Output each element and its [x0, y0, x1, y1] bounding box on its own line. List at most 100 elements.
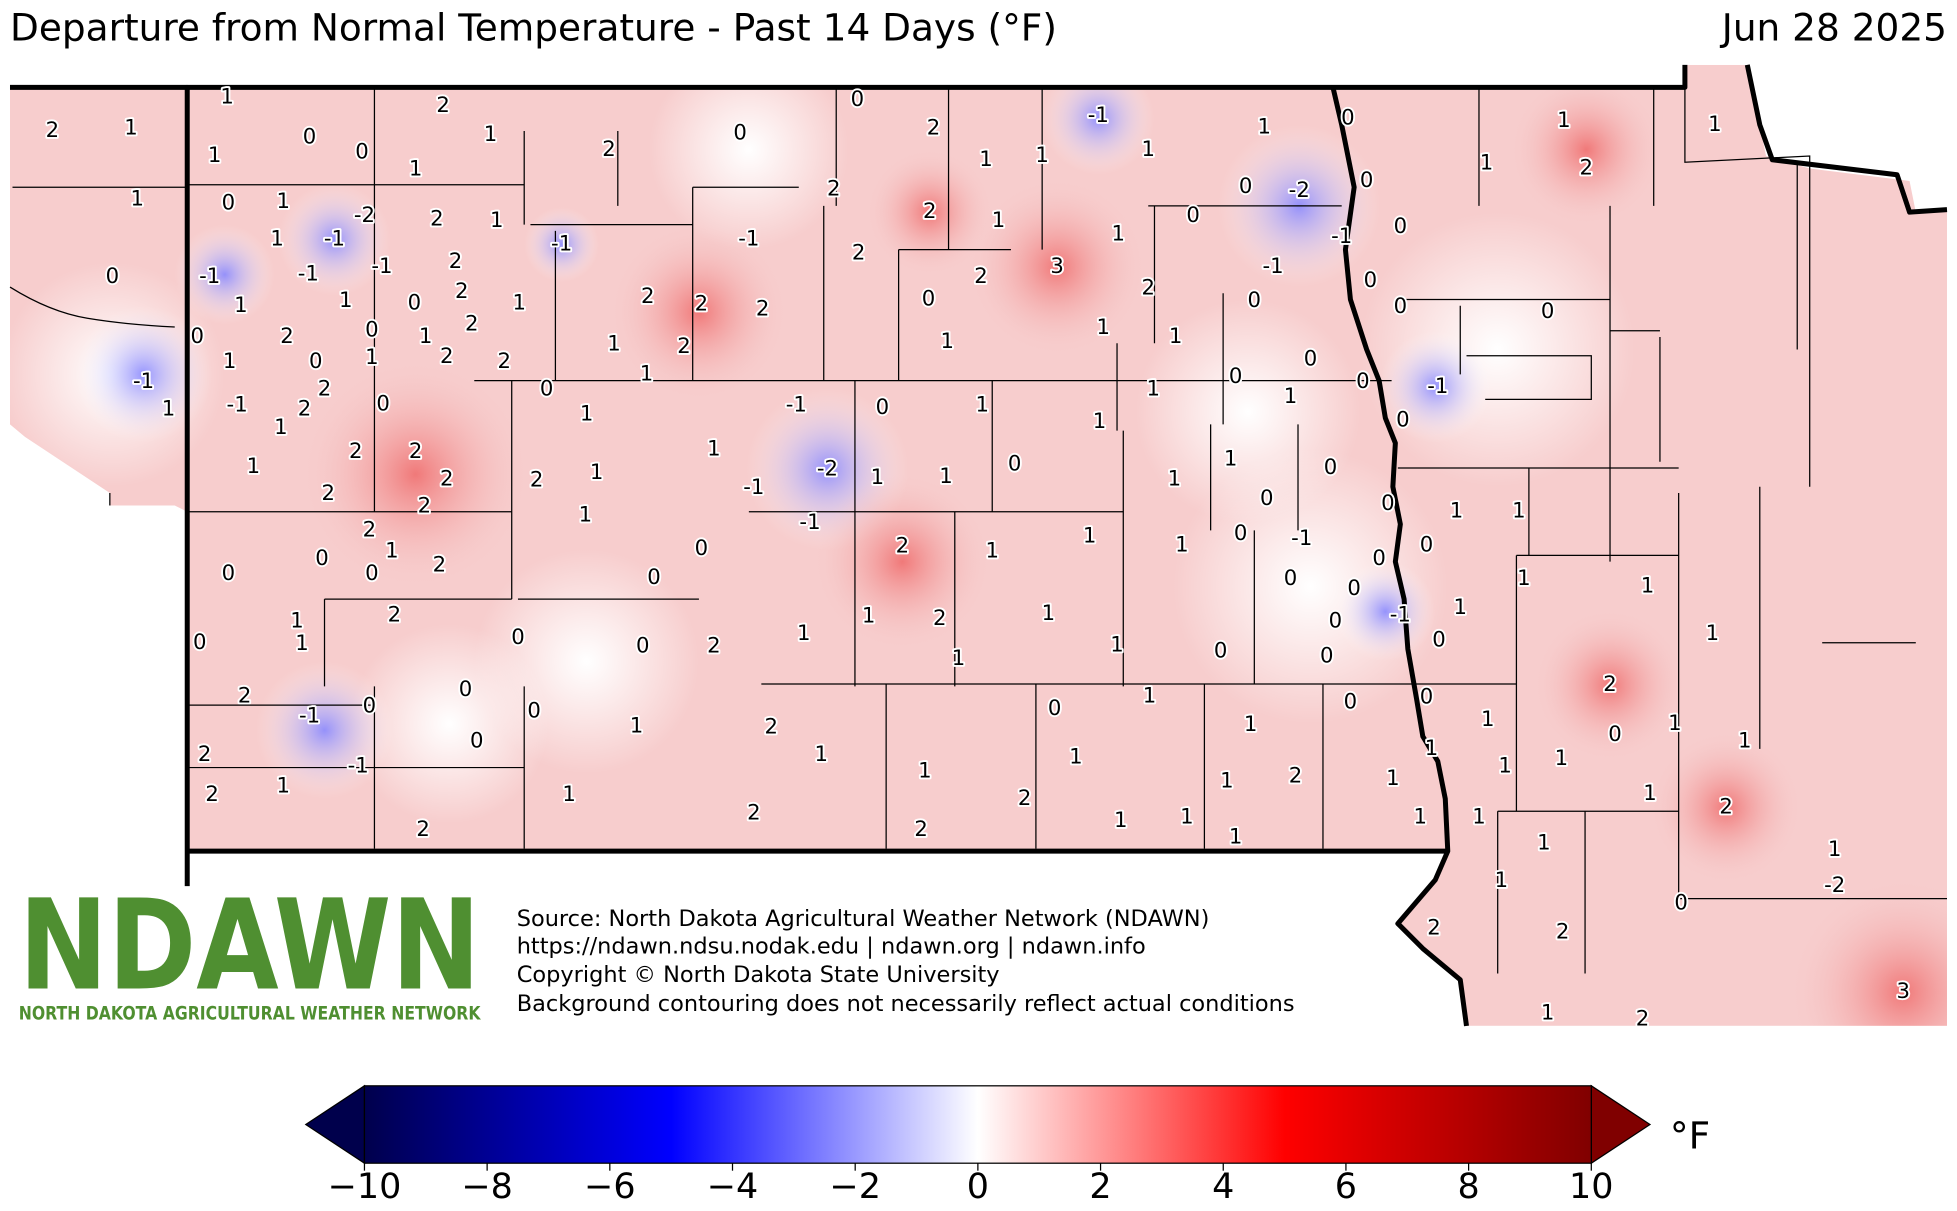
station-value: 0 — [540, 376, 554, 401]
station-value: 0 — [1260, 486, 1274, 511]
station-value: 1 — [1097, 315, 1111, 340]
station-value: 0 — [365, 561, 378, 586]
station-value: 2 — [1289, 763, 1303, 788]
station-value: 0 — [695, 536, 709, 561]
background-contour — [9, 64, 1948, 1026]
station-value: 2 — [388, 602, 402, 627]
station-value: -1 — [199, 264, 220, 289]
station-value: 0 — [1356, 369, 1370, 394]
station-value: 0 — [1344, 690, 1358, 715]
colorbar-tick-label: −10 — [328, 1167, 402, 1207]
station-value: -1 — [738, 227, 759, 252]
station-value: -1 — [1390, 602, 1411, 627]
station-value: 2 — [1141, 275, 1155, 300]
station-value: 1 — [1035, 143, 1049, 168]
station-value: 1 — [979, 147, 992, 172]
station-value: 1 — [1454, 595, 1468, 620]
station-value: 0 — [733, 121, 747, 146]
station-value: 0 — [1381, 491, 1395, 516]
station-value: 1 — [1555, 746, 1569, 771]
station-value: 1 — [579, 502, 593, 527]
station-value: 2 — [896, 534, 910, 559]
station-value: 2 — [1636, 1007, 1650, 1032]
station-value: 2 — [974, 264, 988, 289]
station-value: 1 — [484, 122, 498, 147]
station-value: 0 — [309, 349, 323, 374]
station-value: 1 — [409, 157, 422, 182]
station-value: 2 — [602, 137, 616, 162]
station-value: 2 — [852, 240, 866, 265]
station-value: -1 — [1088, 103, 1109, 128]
colorbar-tick-label: 4 — [1212, 1167, 1234, 1207]
station-value: 1 — [1386, 766, 1400, 791]
source-line: Background contouring does not necessari… — [517, 991, 1295, 1017]
station-value: 2 — [530, 468, 544, 493]
station-value: 1 — [1641, 574, 1655, 599]
colorbar-tick-label: −6 — [584, 1167, 636, 1207]
station-value: 1 — [1828, 837, 1842, 862]
station-value: 2 — [298, 396, 312, 421]
colorbar-tick-label: −2 — [829, 1167, 881, 1207]
station-value: 0 — [376, 391, 389, 416]
station-value: 1 — [939, 464, 953, 489]
station-value: 1 — [1114, 808, 1128, 833]
station-value: 1 — [707, 436, 721, 461]
station-value: 1 — [590, 460, 604, 485]
station-value: 1 — [247, 454, 261, 479]
source-line: https://ndawn.ndsu.nodak.edu | ndawn.org… — [517, 934, 1146, 960]
station-value: 1 — [1229, 824, 1243, 849]
station-value: 2 — [641, 284, 655, 309]
station-value: 1 — [1284, 384, 1298, 409]
station-value: 2 — [827, 177, 841, 202]
station-value: 1 — [1083, 524, 1097, 549]
station-value: 2 — [455, 279, 468, 304]
station-value: 2 — [1603, 672, 1617, 697]
station-value: -1 — [133, 369, 154, 394]
station-value: 1 — [1472, 804, 1486, 829]
station-value: 0 — [1541, 299, 1555, 324]
station-value: 2 — [363, 517, 377, 542]
colorbar-tick-label: 8 — [1457, 1167, 1479, 1207]
station-value: -2 — [1289, 178, 1310, 203]
station-value: 1 — [630, 713, 644, 738]
station-value: 0 — [355, 139, 369, 164]
station-value: 1 — [1112, 222, 1126, 247]
station-value: 1 — [208, 143, 222, 168]
station-value: 1 — [1512, 499, 1526, 524]
station-value: 0 — [527, 698, 541, 723]
source-line: Copyright © North Dakota State Universit… — [517, 962, 1000, 988]
station-value: 1 — [277, 773, 291, 798]
station-value: 2 — [1719, 794, 1733, 819]
colorbar-tick-label: 10 — [1569, 1167, 1613, 1207]
station-value: 2 — [418, 494, 432, 519]
colorbar-extend-low — [304, 1084, 366, 1165]
station-value: -1 — [1291, 526, 1312, 551]
station-value: 1 — [797, 621, 811, 646]
station-value: 1 — [1168, 466, 1182, 491]
station-value: 1 — [234, 293, 248, 318]
station-value: 1 — [512, 290, 526, 315]
station-value: 1 — [1169, 324, 1183, 349]
station-value: -2 — [1824, 873, 1845, 898]
station-value: 1 — [862, 604, 876, 629]
station-value: 2 — [914, 817, 928, 842]
station-value: 1 — [1258, 114, 1272, 139]
colorbar-tick-label: −4 — [707, 1167, 759, 1207]
station-value: 2 — [409, 439, 422, 464]
station-value: 2 — [1018, 786, 1032, 811]
station-value: 1 — [124, 116, 138, 141]
station-value: 1 — [580, 401, 594, 426]
station-value: -1 — [299, 703, 320, 728]
station-value: 1 — [941, 329, 955, 354]
station-value: 0 — [1360, 168, 1374, 193]
station-value: 0 — [1394, 294, 1408, 319]
station-value: 0 — [106, 264, 120, 289]
station-value: 1 — [1557, 108, 1571, 133]
station-value: 1 — [223, 349, 237, 374]
station-value: 0 — [511, 625, 524, 650]
station-value: 2 — [756, 297, 770, 322]
station-value: -1 — [786, 393, 807, 418]
station-value: 0 — [1229, 364, 1243, 389]
station-value: 2 — [440, 466, 453, 491]
